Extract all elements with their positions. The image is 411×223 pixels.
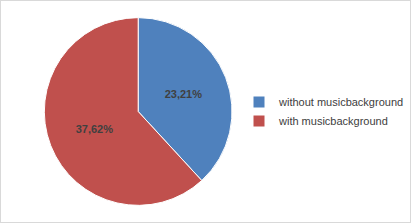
svg-text:with musicbackground: with musicbackground [278,115,388,127]
svg-text:37,62%: 37,62% [76,123,114,135]
svg-text:23,21%: 23,21% [165,88,203,100]
svg-text:without musicbackground: without musicbackground [278,96,403,108]
